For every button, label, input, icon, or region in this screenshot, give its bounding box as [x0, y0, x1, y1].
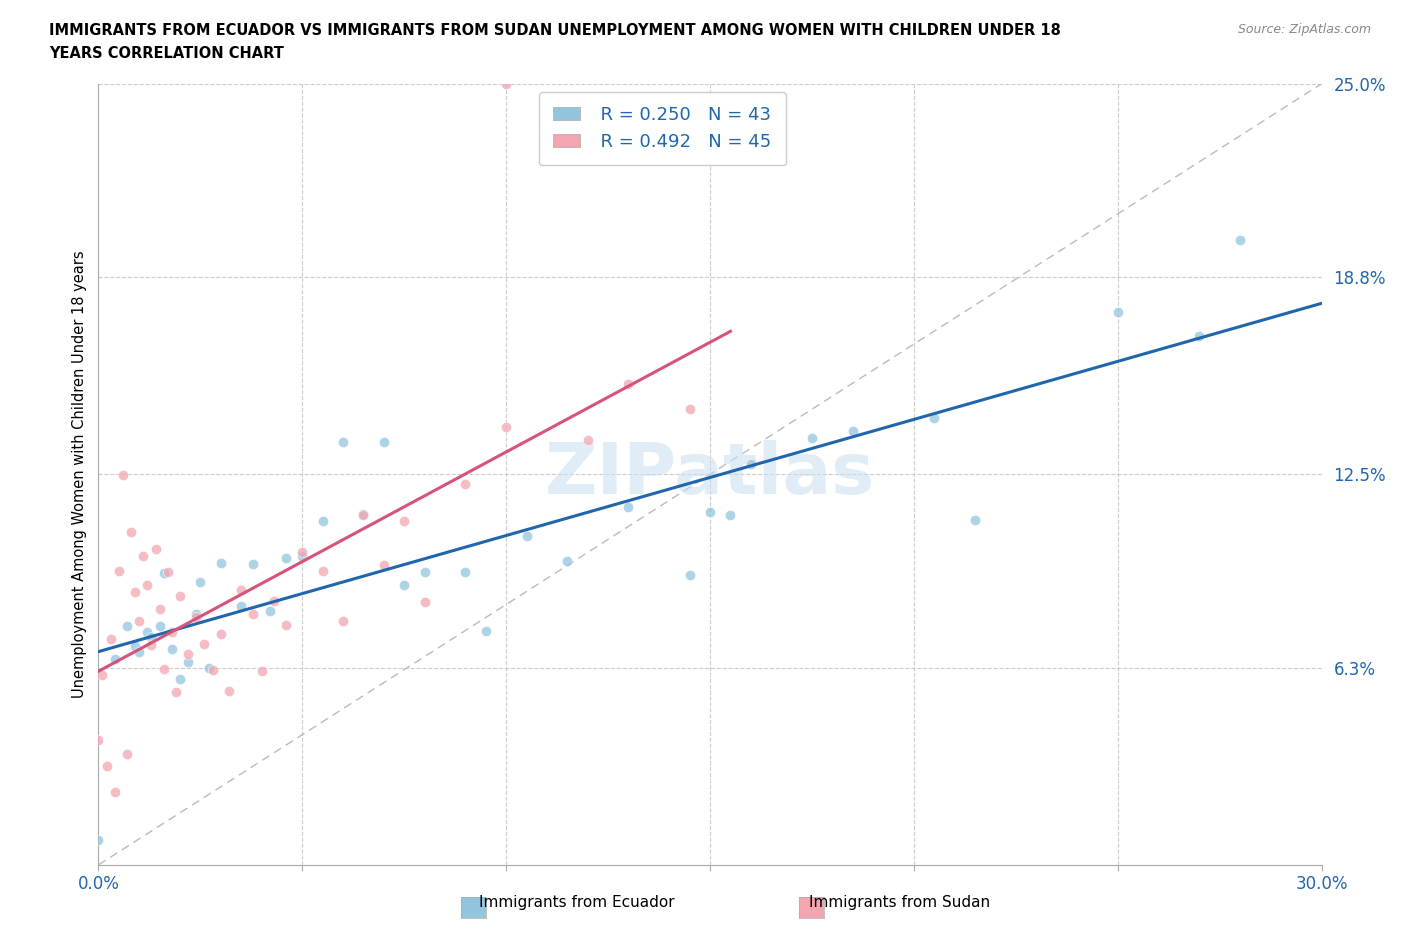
Point: [177, 646, 200, 661]
Point: [141, 630, 163, 644]
Point: [96, 759, 118, 774]
Point: [263, 593, 285, 608]
Point: [495, 76, 517, 91]
Point: [413, 595, 436, 610]
Point: [231, 582, 253, 597]
Y-axis label: Unemployment Among Women with Children Under 18 years: Unemployment Among Women with Children U…: [72, 250, 87, 698]
Point: [160, 642, 183, 657]
Point: [115, 746, 138, 761]
Point: [209, 555, 232, 570]
Point: [145, 541, 167, 556]
Point: [111, 468, 134, 483]
Point: [474, 623, 498, 638]
Point: [165, 685, 187, 700]
Text: Source: ZipAtlas.com: Source: ZipAtlas.com: [1237, 23, 1371, 36]
Point: [576, 432, 599, 447]
Point: [128, 614, 150, 629]
Point: [332, 614, 354, 629]
Point: [312, 513, 335, 528]
Point: [259, 604, 281, 618]
Point: [136, 624, 159, 639]
Point: [352, 507, 374, 522]
Point: [132, 549, 155, 564]
Point: [87, 832, 110, 847]
Point: [242, 556, 264, 571]
Point: [186, 606, 208, 621]
Point: [209, 626, 232, 641]
Point: [201, 662, 224, 677]
Point: [1107, 304, 1129, 319]
Point: [193, 636, 215, 651]
Point: [1188, 328, 1211, 343]
Point: [392, 578, 416, 592]
Point: [555, 553, 579, 568]
Point: [100, 631, 122, 646]
Point: [177, 655, 200, 670]
Point: [124, 639, 146, 654]
Point: [149, 601, 172, 616]
Point: [352, 508, 374, 523]
Point: [922, 410, 945, 425]
Point: [136, 578, 159, 592]
Point: [495, 420, 517, 435]
Point: [218, 684, 240, 698]
Point: [188, 575, 212, 590]
Point: [115, 618, 138, 633]
Point: [965, 512, 987, 527]
Point: [312, 564, 335, 578]
Point: [120, 525, 142, 539]
Point: [169, 589, 191, 604]
Point: [128, 644, 150, 659]
Point: [274, 551, 297, 565]
Point: [617, 499, 640, 514]
Point: [160, 625, 183, 640]
Point: [679, 567, 702, 582]
Point: [413, 565, 436, 580]
Point: [718, 507, 742, 522]
Point: [169, 671, 191, 686]
Point: [152, 661, 174, 676]
Point: [152, 565, 174, 580]
Point: [231, 599, 253, 614]
Point: [516, 529, 538, 544]
Text: Immigrants from Ecuador: Immigrants from Ecuador: [478, 895, 675, 910]
Point: [87, 733, 110, 748]
Point: [242, 606, 264, 621]
Point: [740, 457, 762, 472]
Point: [801, 431, 824, 445]
Point: [108, 564, 131, 578]
Text: YEARS CORRELATION CHART: YEARS CORRELATION CHART: [49, 46, 284, 61]
Point: [104, 785, 127, 800]
Point: [149, 619, 172, 634]
Point: [124, 585, 146, 600]
Point: [291, 545, 314, 560]
Point: [699, 504, 721, 519]
Point: [332, 435, 354, 450]
Point: [197, 661, 219, 676]
Point: [679, 401, 702, 416]
Legend:   R = 0.250   N = 43,   R = 0.492   N = 45: R = 0.250 N = 43, R = 0.492 N = 45: [538, 91, 786, 166]
Text: Immigrants from Sudan: Immigrants from Sudan: [810, 895, 990, 910]
Point: [373, 434, 395, 449]
Point: [274, 618, 297, 632]
Point: [373, 557, 395, 572]
Point: [250, 664, 273, 679]
Point: [91, 668, 114, 683]
Point: [454, 476, 477, 491]
Point: [454, 565, 477, 579]
Point: [291, 548, 314, 563]
Point: [1229, 232, 1251, 247]
Text: IMMIGRANTS FROM ECUADOR VS IMMIGRANTS FROM SUDAN UNEMPLOYMENT AMONG WOMEN WITH C: IMMIGRANTS FROM ECUADOR VS IMMIGRANTS FR…: [49, 23, 1062, 38]
Point: [141, 637, 163, 652]
Point: [104, 652, 127, 667]
Text: ZIPatlas: ZIPatlas: [546, 440, 875, 509]
Point: [156, 565, 179, 580]
Point: [186, 610, 208, 625]
Point: [617, 377, 640, 392]
Point: [841, 424, 863, 439]
Point: [392, 513, 416, 528]
